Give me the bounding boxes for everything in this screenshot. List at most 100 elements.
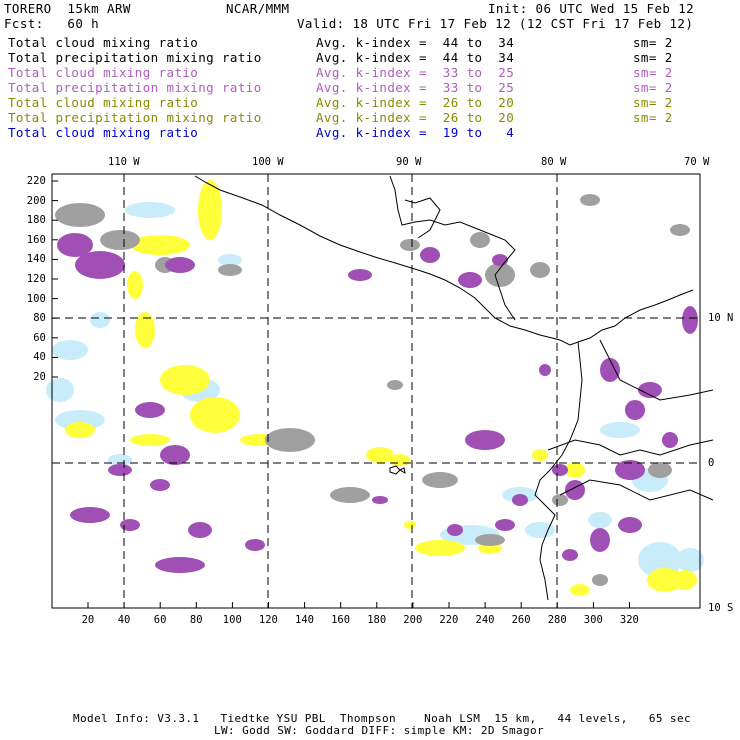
latitude-label: 0 xyxy=(708,457,715,469)
yellow-shading xyxy=(565,462,585,478)
axis-ticks xyxy=(52,174,701,608)
longitude-label: 80 W xyxy=(541,156,567,168)
x-tick-label: 220 xyxy=(439,614,459,626)
legend-sm: sm= 2 xyxy=(633,110,673,125)
longitude-label: 90 W xyxy=(396,156,422,168)
legend-sm: sm= 2 xyxy=(633,50,673,65)
gray-shading xyxy=(475,534,505,546)
ecuador-border xyxy=(547,439,714,456)
gray-shading xyxy=(580,194,600,206)
legend-field: Total precipitation mixing ratio xyxy=(8,80,262,95)
galapagos xyxy=(389,465,406,475)
yucatan xyxy=(404,197,441,239)
legend-field: Total cloud mixing ratio xyxy=(8,35,199,50)
y-tick-label: 80 xyxy=(33,312,46,325)
model-info: Model Info: V3.3.1 Tiedtke YSU PBL Thomp… xyxy=(73,712,691,725)
legend-field: Total cloud mixing ratio xyxy=(8,65,199,80)
yellow-shading xyxy=(198,180,222,240)
yellow-shading xyxy=(366,447,394,463)
purple-shading xyxy=(615,460,645,480)
purple-shading xyxy=(75,251,125,279)
model-physics: LW: Godd SW: Goddard DIFF: simple KM: 2D… xyxy=(214,724,545,737)
yellow-shading xyxy=(390,454,410,466)
mexico-coast xyxy=(194,175,419,271)
legend-sm: sm= 2 xyxy=(633,35,673,50)
purple-shading xyxy=(155,557,205,573)
x-tick-label: 240 xyxy=(475,614,495,626)
x-tick-label: 160 xyxy=(331,614,351,626)
gray-shading xyxy=(330,487,370,503)
peru-border xyxy=(559,479,714,501)
organization: NCAR/MMM xyxy=(226,1,290,16)
longitude-label: 110 W xyxy=(108,156,140,168)
purple-shading xyxy=(590,528,610,552)
longitude-label: 100 W xyxy=(252,156,284,168)
yellow-shading xyxy=(65,422,95,438)
legend-kindex: Avg. k-index = 26 to 20 xyxy=(316,110,515,125)
x-tick-label: 100 xyxy=(222,614,242,626)
legend-kindex: Avg. k-index = 26 to 20 xyxy=(316,95,515,110)
gray-shading xyxy=(265,428,315,452)
x-tick-label: 140 xyxy=(295,614,314,626)
yellow-shading xyxy=(160,365,210,395)
gray-shading xyxy=(422,472,458,488)
yellow-shading xyxy=(415,540,465,556)
x-tick-label: 280 xyxy=(547,614,567,626)
purple-shading xyxy=(420,247,440,263)
purple-shading xyxy=(150,479,170,491)
gray-shading xyxy=(470,232,490,248)
purple-shading xyxy=(57,233,93,257)
legend-kindex: Avg. k-index = 33 to 25 xyxy=(316,65,515,80)
legend-kindex: Avg. k-index = 44 to 34 xyxy=(316,50,515,65)
lightblue-shading xyxy=(525,522,555,538)
legend-sm: sm= 2 xyxy=(633,95,673,110)
y-tick-label: 160 xyxy=(26,233,46,246)
lightblue-shading xyxy=(600,422,640,438)
init-time: Init: 06 UTC Wed 15 Feb 12 xyxy=(488,1,695,16)
purple-shading xyxy=(160,445,190,465)
yellow-shading xyxy=(404,521,416,529)
gray-shading xyxy=(670,224,690,236)
purple-shading xyxy=(458,272,482,288)
x-tick-label: 60 xyxy=(153,614,167,626)
y-tick-label: 40 xyxy=(33,351,46,364)
purple-shading xyxy=(625,400,645,420)
yellow-shading xyxy=(673,570,697,590)
lightblue-shading xyxy=(55,410,105,430)
lightblue-shading xyxy=(90,312,110,328)
lightblue-shading xyxy=(125,202,175,218)
gray-shading xyxy=(552,494,568,506)
purple-shading xyxy=(70,507,110,523)
colombia-border xyxy=(599,339,714,401)
latitude-label: 10 N xyxy=(708,312,734,324)
y-tick-label: 200 xyxy=(26,194,46,207)
purple-shading xyxy=(495,519,515,531)
graticule xyxy=(52,174,700,608)
forecast-hour: Fcst: 60 h xyxy=(4,16,100,31)
y-tick-label: 20 xyxy=(33,371,46,383)
x-tick-label: 300 xyxy=(583,614,603,626)
lightblue-shading xyxy=(676,548,704,572)
purple-shading xyxy=(565,480,585,500)
x-tick-label: 200 xyxy=(403,614,423,626)
legend-kindex: Avg. k-index = 19 to 4 xyxy=(316,125,515,140)
purple-shading xyxy=(682,306,698,334)
lightblue-shading xyxy=(218,254,242,266)
legend-sm: sm= 2 xyxy=(633,65,673,80)
central-america-coast xyxy=(417,269,579,346)
gray-shading xyxy=(648,462,672,478)
purple-shading xyxy=(638,382,662,398)
lightblue-shading xyxy=(108,454,132,466)
yellow-shading xyxy=(135,312,155,348)
map-frame xyxy=(51,173,701,609)
purple-shading xyxy=(120,519,140,531)
x-tick-label: 20 xyxy=(81,614,95,626)
purple-shading xyxy=(348,269,372,281)
gray-shading xyxy=(485,263,515,287)
gray-shading xyxy=(400,239,420,251)
purple-shading xyxy=(447,524,463,536)
gulf-coast xyxy=(389,175,516,321)
legend-field: Total cloud mixing ratio xyxy=(8,95,199,110)
lightblue-shading xyxy=(46,378,74,402)
purple-shading xyxy=(135,402,165,418)
